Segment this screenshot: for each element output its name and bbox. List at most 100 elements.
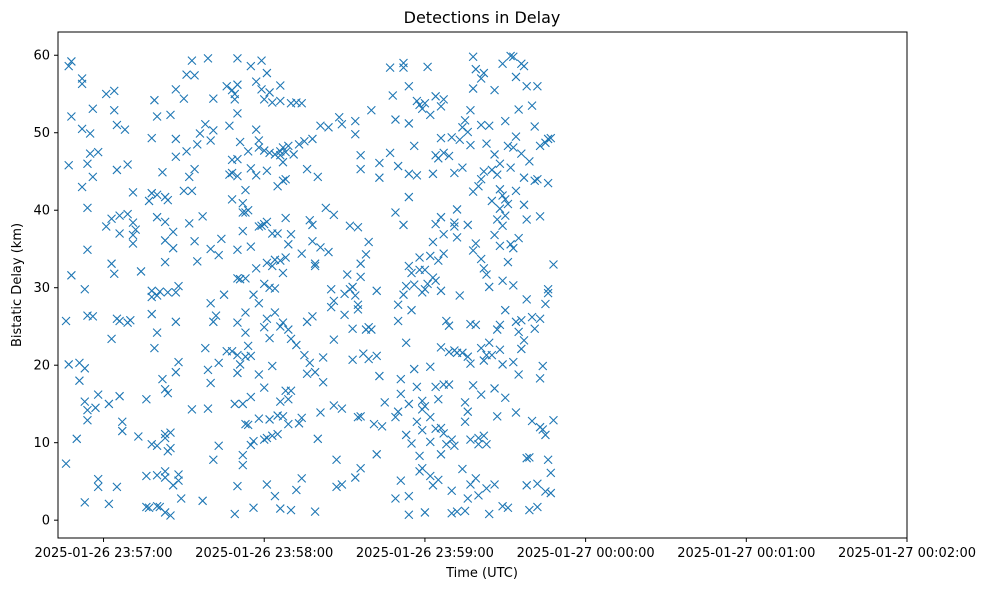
data-point-marker <box>278 411 288 421</box>
data-point-marker <box>211 311 221 320</box>
data-point-marker <box>401 281 411 291</box>
data-point-marker <box>401 430 411 440</box>
data-point-marker <box>417 425 427 435</box>
data-point-marker <box>152 441 162 451</box>
data-point-marker <box>267 431 277 441</box>
data-point-marker <box>302 369 312 379</box>
data-point-marker <box>503 503 513 513</box>
data-point-marker <box>516 344 526 354</box>
data-point-marker <box>484 338 494 348</box>
data-point-marker <box>479 68 489 78</box>
data-point-marker <box>332 455 341 465</box>
data-point-marker <box>428 237 438 247</box>
data-point-marker <box>452 232 462 242</box>
data-point-marker <box>147 439 157 449</box>
data-point-marker <box>522 480 532 490</box>
data-point-marker <box>535 314 545 324</box>
data-point-marker <box>198 496 208 506</box>
data-point-marker <box>474 181 483 191</box>
data-point-marker <box>265 88 274 97</box>
data-point-marker <box>216 234 226 244</box>
data-point-marker <box>241 274 250 283</box>
data-point-marker <box>75 376 84 386</box>
data-point-marker <box>452 507 462 517</box>
data-point-marker <box>476 390 486 400</box>
data-point-marker <box>460 115 470 125</box>
data-point-marker <box>471 473 481 483</box>
data-point-marker <box>297 249 307 259</box>
data-point-marker <box>492 325 502 334</box>
data-point-marker <box>404 399 414 409</box>
data-point-marker <box>428 169 438 179</box>
data-point-marker <box>372 286 382 296</box>
data-point-marker <box>356 272 366 282</box>
data-point-marker <box>431 276 441 286</box>
data-point-marker <box>262 314 272 324</box>
data-point-marker <box>184 172 194 182</box>
data-point-marker <box>91 403 100 413</box>
data-point-marker <box>495 345 505 355</box>
data-point-marker <box>535 141 545 151</box>
data-point-marker <box>275 256 285 265</box>
data-point-marker <box>278 268 288 278</box>
data-point-marker <box>342 270 352 279</box>
data-point-marker <box>238 226 248 236</box>
data-point-marker <box>206 298 216 308</box>
data-point-marker <box>329 296 339 306</box>
data-point-marker <box>479 356 489 365</box>
data-point-marker <box>238 198 248 208</box>
data-point-marker <box>141 502 151 512</box>
data-point-marker <box>425 110 435 120</box>
data-point-marker <box>297 98 307 108</box>
data-point-marker <box>476 174 486 184</box>
data-point-marker <box>123 209 133 219</box>
data-point-marker <box>206 136 216 145</box>
data-point-marker <box>281 147 291 157</box>
data-point-marker <box>222 81 232 91</box>
data-point-marker <box>423 62 432 72</box>
chart-title: Detections in Delay <box>404 8 561 27</box>
data-point-marker <box>425 471 435 481</box>
data-point-marker <box>308 220 317 230</box>
data-point-marker <box>150 343 159 353</box>
data-point-marker <box>262 480 272 489</box>
y-tick-label: 10 <box>33 436 50 451</box>
data-point-marker <box>377 422 387 431</box>
data-point-marker <box>466 140 475 150</box>
data-point-marker <box>514 105 524 114</box>
data-point-marker <box>262 433 272 443</box>
data-point-marker <box>530 324 540 334</box>
x-tick-label: 2025-01-27 00:02:00 <box>838 546 976 561</box>
data-point-marker <box>230 399 240 409</box>
data-point-marker <box>417 104 427 114</box>
data-point-marker <box>506 239 516 249</box>
data-point-marker <box>508 357 518 367</box>
data-point-marker <box>302 164 312 174</box>
data-point-marker <box>404 192 414 202</box>
data-point-marker <box>174 281 183 291</box>
data-point-marker <box>152 190 162 200</box>
data-point-marker <box>385 148 395 158</box>
data-point-marker <box>243 420 253 430</box>
data-point-marker <box>64 360 74 369</box>
data-point-marker <box>233 53 242 63</box>
data-point-marker <box>374 158 384 168</box>
data-point-marker <box>439 249 449 259</box>
data-point-marker <box>158 374 167 384</box>
data-point-marker <box>67 57 76 66</box>
data-point-marker <box>166 443 175 453</box>
data-point-marker <box>67 270 76 280</box>
data-point-marker <box>484 509 494 519</box>
data-point-marker <box>214 441 224 451</box>
data-point-marker <box>511 186 521 196</box>
data-point-marker <box>543 288 553 298</box>
data-point-marker <box>396 374 406 384</box>
data-point-marker <box>492 215 502 224</box>
data-point-marker <box>476 254 486 264</box>
data-point-marker <box>527 101 537 111</box>
data-point-marker <box>208 94 218 104</box>
data-point-marker <box>326 284 336 294</box>
data-point-marker <box>152 291 162 300</box>
data-point-marker <box>283 419 293 429</box>
data-point-marker <box>332 482 341 492</box>
